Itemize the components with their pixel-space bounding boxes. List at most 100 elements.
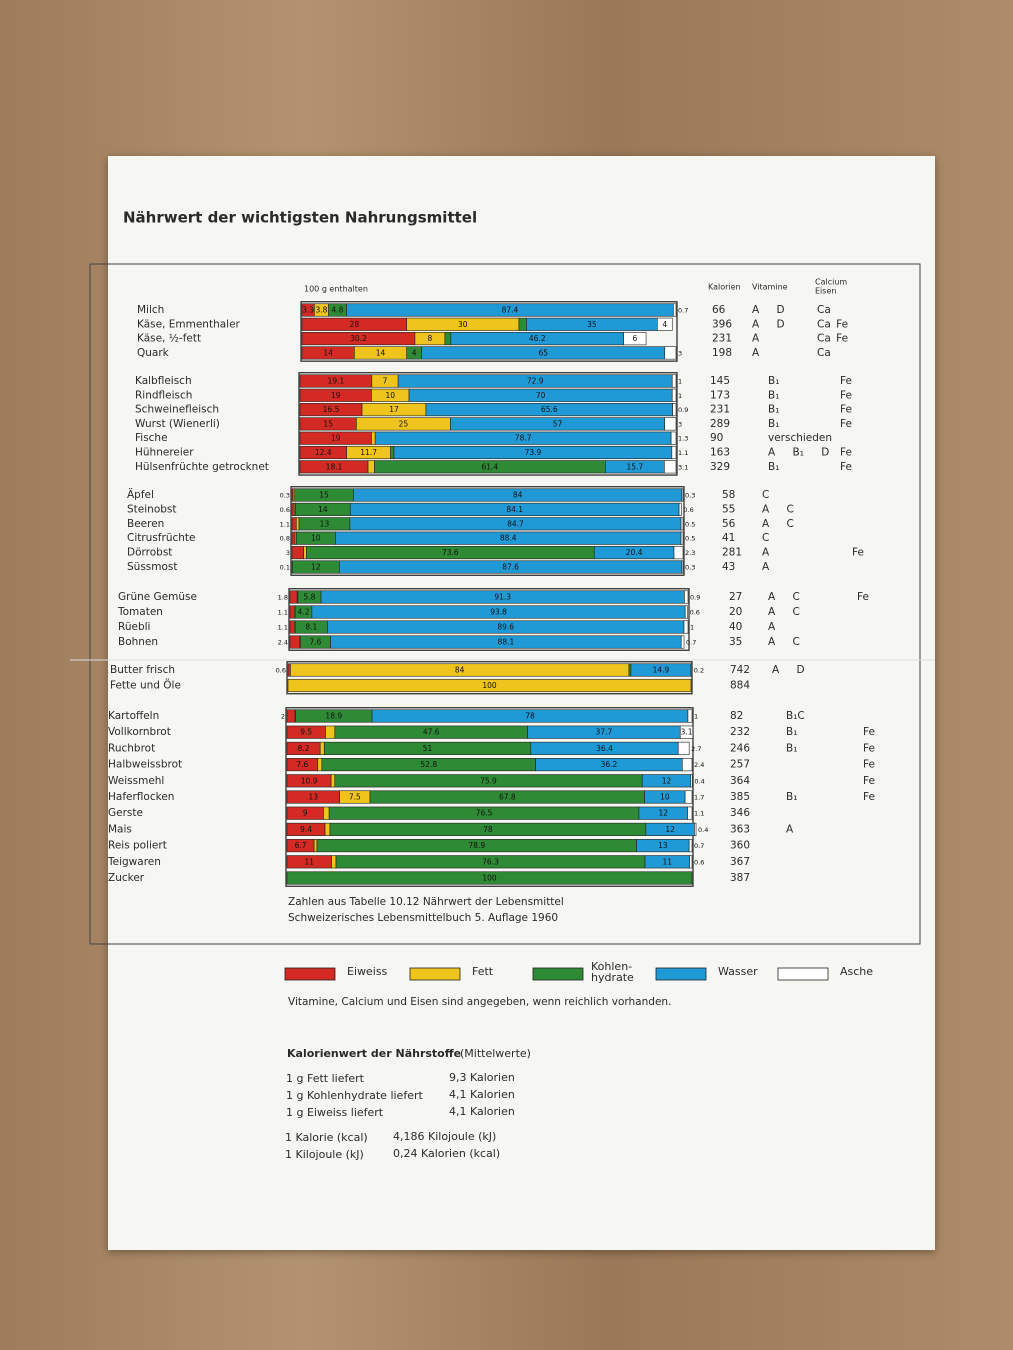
legend-swatch bbox=[532, 967, 584, 981]
kalorien: 145 bbox=[710, 375, 730, 387]
legend-label: Kohlen- hydrate bbox=[591, 960, 634, 984]
bar-segment bbox=[330, 774, 336, 788]
value-label: 0.7 bbox=[678, 307, 688, 315]
category-label: Käse, ½-fett bbox=[137, 333, 201, 345]
value-label: 14 bbox=[323, 348, 333, 357]
value-label: 4.8 bbox=[332, 306, 344, 315]
kalorien: 281 bbox=[722, 547, 742, 559]
bar-segment bbox=[291, 531, 296, 545]
bar-segment bbox=[664, 346, 677, 360]
value-label: 2.3 bbox=[685, 549, 695, 557]
value-label: 0.1 bbox=[280, 564, 290, 572]
category-label: Hülsenfrüchte getrocknet bbox=[135, 461, 269, 473]
vitamine: A bbox=[762, 547, 770, 559]
bar-segment bbox=[687, 806, 693, 820]
category-label: Äpfel bbox=[127, 488, 154, 501]
vitamine: B₁ bbox=[786, 726, 797, 738]
value-label: 11 bbox=[305, 857, 315, 866]
calcium-eisen: Fe bbox=[857, 591, 869, 603]
vitamine: A C bbox=[768, 606, 800, 618]
category-label: Kalbfleisch bbox=[135, 375, 192, 387]
value-label: 2.4 bbox=[694, 761, 704, 769]
bar-segment bbox=[681, 560, 684, 574]
value-label: 7 bbox=[383, 377, 388, 386]
value-label: 18.9 bbox=[325, 712, 342, 721]
bar-segment bbox=[672, 403, 677, 417]
bar-segment bbox=[684, 790, 693, 804]
bar-segment bbox=[390, 445, 395, 460]
value-label: 73.6 bbox=[442, 548, 459, 557]
value-label: 15 bbox=[319, 491, 329, 500]
vitamine: A C bbox=[762, 503, 794, 515]
category-label: Ruchbrot bbox=[108, 742, 155, 754]
category-label: Zucker bbox=[108, 872, 145, 884]
group-frame bbox=[288, 588, 690, 651]
bar-segment bbox=[325, 725, 336, 739]
calcium-eisen: Ca Fe bbox=[817, 318, 848, 330]
bar-segment bbox=[684, 590, 689, 604]
kalorien: 198 bbox=[712, 347, 732, 359]
value-label: 1 bbox=[678, 378, 682, 386]
category-label: Vollkornbrot bbox=[108, 726, 171, 738]
bar-segment bbox=[664, 460, 677, 474]
calcium-eisen: Fe bbox=[840, 375, 852, 387]
value-label: 1.1 bbox=[278, 624, 288, 632]
kalorien: 231 bbox=[712, 333, 732, 345]
value-label: 10.9 bbox=[301, 776, 318, 785]
value-label: 10 bbox=[311, 534, 321, 543]
vitamine: B₁ bbox=[768, 375, 779, 387]
bar-segment bbox=[670, 431, 677, 445]
value-label: 12 bbox=[658, 809, 668, 818]
kalorien: 387 bbox=[730, 872, 750, 884]
value-label: 0.6 bbox=[694, 858, 704, 866]
kalorien: 20 bbox=[729, 606, 742, 618]
kalorien: 163 bbox=[710, 447, 730, 459]
kalorien: 742 bbox=[730, 664, 750, 676]
legend-label: Eiweiss bbox=[347, 965, 388, 978]
calcium-eisen: Fe bbox=[863, 775, 875, 787]
value-label: 73.9 bbox=[525, 448, 542, 457]
bar-segment bbox=[317, 758, 323, 772]
kalorien: 55 bbox=[722, 503, 735, 515]
kalorien: 173 bbox=[710, 389, 730, 401]
col-header: Eisen bbox=[815, 287, 836, 296]
value-label: 2.7 bbox=[691, 745, 701, 753]
value-label: 100 bbox=[482, 681, 497, 690]
bar-segment bbox=[289, 605, 295, 619]
kalorien: 329 bbox=[710, 461, 730, 473]
category-label: Hühnereier bbox=[135, 447, 194, 459]
category-label: Citrusfrüchte bbox=[127, 532, 195, 544]
value-label: 15 bbox=[323, 419, 333, 428]
value-label: 25 bbox=[399, 419, 409, 428]
bar-segment bbox=[628, 663, 632, 677]
value-label: 9.4 bbox=[300, 825, 312, 834]
kw-value: 4,1 Kalorien bbox=[449, 1105, 515, 1118]
value-label: 1.8 bbox=[278, 594, 288, 602]
value-label: 2 bbox=[281, 713, 285, 721]
calcium-eisen: Ca Fe bbox=[817, 333, 848, 345]
value-label: 11 bbox=[663, 857, 673, 866]
col-header: Calcium bbox=[815, 278, 847, 287]
bar-segment bbox=[684, 605, 688, 619]
value-label: 57 bbox=[553, 419, 563, 428]
bar-segment bbox=[444, 332, 452, 346]
value-label: 17 bbox=[389, 405, 399, 414]
category-label: Weissmehl bbox=[108, 775, 164, 787]
vitamine: A C bbox=[762, 518, 794, 530]
category-label: Gerste bbox=[108, 807, 143, 819]
bar-segment bbox=[324, 822, 331, 836]
kalorien: 360 bbox=[730, 840, 750, 852]
vitamine: A C bbox=[768, 636, 800, 648]
value-label: 0.6 bbox=[280, 506, 290, 514]
calcium-eisen: Ca bbox=[817, 304, 831, 316]
vitamine: C bbox=[762, 489, 769, 501]
category-label: Fische bbox=[135, 432, 168, 444]
chart-title: Nährwert der wichtigsten Nahrungsmittel bbox=[123, 209, 477, 227]
value-label: 88.1 bbox=[498, 638, 515, 647]
bar-segment bbox=[690, 663, 693, 677]
category-label: Rindfleisch bbox=[135, 389, 192, 401]
bar-segment bbox=[673, 546, 684, 560]
value-label: 6 bbox=[632, 334, 637, 343]
value-label: 76.5 bbox=[476, 809, 493, 818]
